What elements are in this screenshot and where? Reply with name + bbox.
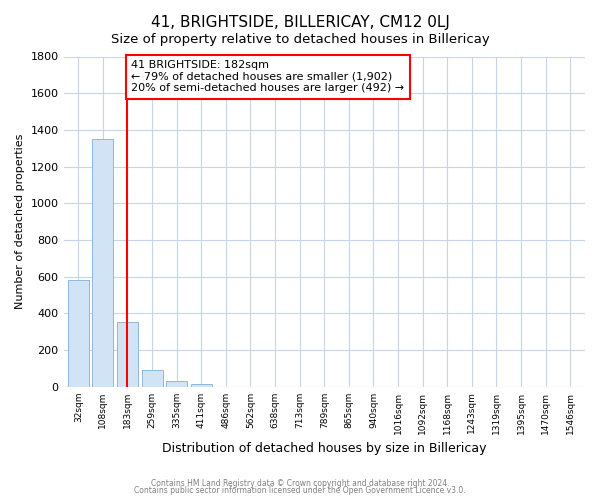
Bar — [92, 139, 113, 386]
Bar — [166, 381, 187, 386]
Bar — [68, 280, 89, 386]
Text: 41, BRIGHTSIDE, BILLERICAY, CM12 0LJ: 41, BRIGHTSIDE, BILLERICAY, CM12 0LJ — [151, 15, 449, 30]
Bar — [142, 370, 163, 386]
Bar — [117, 322, 138, 386]
Text: Contains HM Land Registry data © Crown copyright and database right 2024.: Contains HM Land Registry data © Crown c… — [151, 478, 449, 488]
Y-axis label: Number of detached properties: Number of detached properties — [15, 134, 25, 310]
Text: Contains public sector information licensed under the Open Government Licence v3: Contains public sector information licen… — [134, 486, 466, 495]
Text: 41 BRIGHTSIDE: 182sqm
← 79% of detached houses are smaller (1,902)
20% of semi-d: 41 BRIGHTSIDE: 182sqm ← 79% of detached … — [131, 60, 404, 94]
Text: Size of property relative to detached houses in Billericay: Size of property relative to detached ho… — [110, 32, 490, 46]
Bar — [191, 384, 212, 386]
X-axis label: Distribution of detached houses by size in Billericay: Distribution of detached houses by size … — [162, 442, 487, 455]
